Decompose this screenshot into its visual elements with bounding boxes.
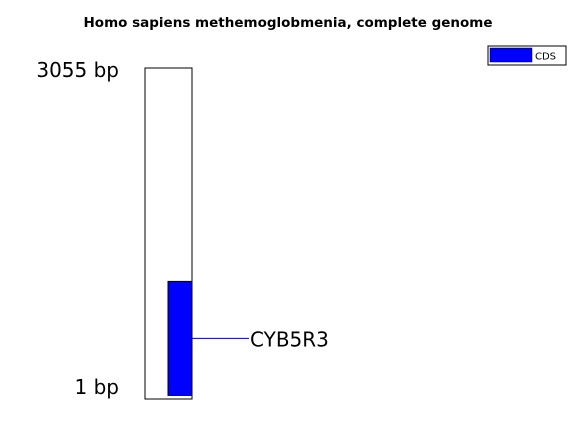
legend-swatch-cds	[489, 47, 533, 63]
start-bp-label: 1 bp	[75, 375, 119, 399]
feature-block-cyb5r3	[167, 280, 193, 396]
legend: CDS	[487, 45, 567, 66]
diagram-title: Homo sapiens methemoglobmenia, complete …	[84, 15, 493, 31]
legend-label-cds: CDS	[535, 52, 556, 63]
feature-label-cyb5r3: CYB5R3	[250, 327, 329, 351]
end-bp-label: 3055 bp	[36, 58, 119, 82]
